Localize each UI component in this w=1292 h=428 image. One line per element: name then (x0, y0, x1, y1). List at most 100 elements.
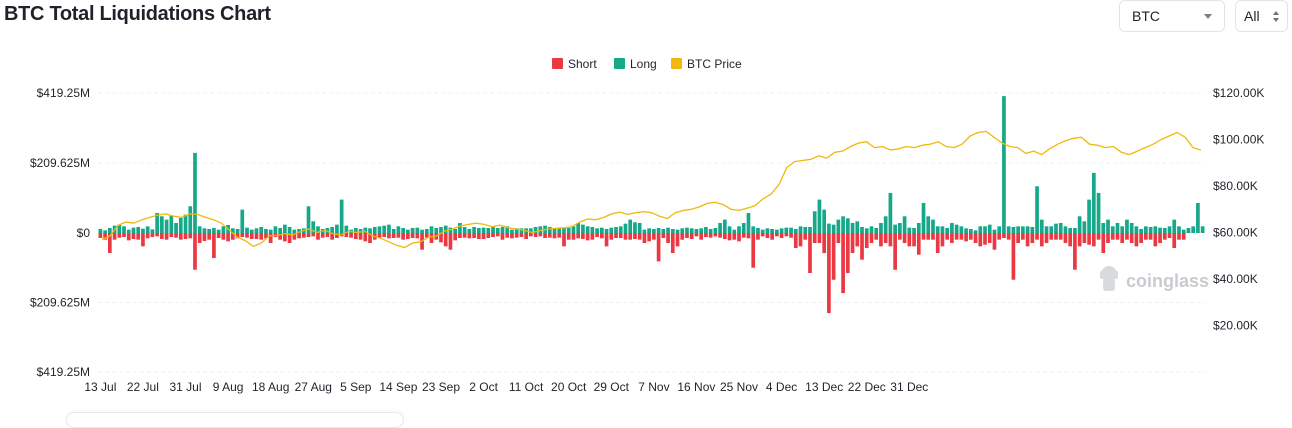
short-bar (968, 233, 973, 240)
short-bar (817, 233, 822, 244)
short-bar (363, 233, 368, 242)
short-bar (741, 233, 746, 238)
long-bar (827, 223, 831, 233)
short-bar (301, 233, 306, 238)
short-bar (391, 233, 396, 239)
long-bar (968, 228, 973, 233)
x-tick-label: 22 Dec (848, 380, 886, 394)
long-bar (808, 226, 812, 233)
long-bar (283, 224, 287, 233)
short-bar (481, 233, 486, 240)
long-bar (850, 222, 855, 233)
long-bar (145, 226, 150, 233)
legend-item-short[interactable]: Short (552, 57, 597, 71)
short-bar (278, 233, 282, 240)
long-bar (737, 226, 741, 233)
long-bar (647, 228, 651, 233)
long-bar (1025, 226, 1030, 233)
x-tick-label: 9 Aug (213, 380, 244, 394)
short-bar (699, 233, 704, 240)
long-bar (292, 229, 297, 233)
x-tick-label: 13 Jul (84, 380, 116, 394)
time-range-select[interactable]: All (1235, 0, 1288, 32)
short-bar (1177, 233, 1181, 240)
short-bar (150, 233, 155, 238)
coin-select-value: BTC (1132, 8, 1160, 24)
short-bar (552, 233, 557, 239)
legend-swatch (552, 58, 563, 69)
long-bar (429, 226, 434, 233)
legend-item-long[interactable]: Long (614, 57, 657, 71)
coin-select[interactable]: BTC (1119, 0, 1225, 32)
long-bar (207, 228, 212, 233)
short-bar (406, 233, 410, 240)
long-bar (898, 222, 902, 233)
long-bar (339, 199, 344, 233)
long-bar (1196, 202, 1200, 233)
long-bar (1035, 186, 1039, 233)
long-bar (855, 221, 860, 233)
long-bar (1181, 229, 1186, 233)
long-bar (992, 229, 997, 233)
short-bar (320, 233, 325, 238)
legend-swatch (671, 58, 682, 69)
short-bar (1120, 233, 1125, 244)
long-bar (325, 227, 330, 233)
long-bar (264, 228, 268, 233)
long-bar (1082, 221, 1087, 233)
long-bar (169, 215, 174, 233)
long-bar (912, 227, 916, 233)
long-bar (869, 226, 874, 233)
long-bar (273, 226, 278, 233)
long-bar (254, 228, 259, 233)
short-bar (983, 233, 987, 245)
long-bar (103, 230, 107, 233)
x-tick-label: 2 Oct (469, 380, 498, 394)
long-bar (789, 227, 793, 233)
short-bar (495, 233, 500, 237)
short-bar (661, 233, 666, 239)
short-bar (467, 233, 472, 239)
long-bar (599, 227, 604, 233)
legend-label: Short (568, 57, 597, 71)
x-tick-label: 13 Dec (805, 380, 843, 394)
long-bar (188, 206, 193, 233)
short-bar (112, 233, 117, 240)
short-bar (760, 233, 765, 237)
long-bar (122, 226, 126, 233)
short-bar (259, 233, 264, 240)
x-tick-label: 25 Nov (720, 380, 758, 394)
short-bar (751, 233, 756, 268)
short-bar (491, 233, 495, 238)
short-bar (212, 233, 216, 259)
short-bar (864, 233, 869, 249)
long-bar (571, 226, 576, 233)
y-right-tick-label: $80.00K (1213, 179, 1258, 193)
short-bar (221, 233, 226, 240)
long-bar (817, 199, 822, 233)
short-bar (349, 233, 353, 238)
chevron-down-icon (1204, 13, 1212, 19)
short-bar (249, 233, 254, 240)
long-bar (1191, 226, 1196, 233)
short-bar (429, 233, 434, 244)
short-bar (566, 233, 571, 240)
x-tick-label: 31 Dec (890, 380, 928, 394)
short-bar (98, 233, 103, 239)
short-bar (950, 233, 954, 244)
long-bar (675, 229, 680, 233)
long-bar (462, 226, 467, 233)
legend-item-btc-price[interactable]: BTC Price (671, 57, 742, 71)
short-bar (770, 233, 774, 240)
short-bar (216, 233, 221, 239)
long-bar (372, 226, 377, 233)
short-bar (188, 233, 193, 239)
long-bar (1077, 216, 1082, 233)
long-bar (1167, 226, 1172, 233)
long-bar (287, 226, 292, 233)
short-bar (1091, 233, 1096, 247)
long-bar (590, 226, 595, 233)
long-bar (495, 227, 500, 233)
short-bar (954, 233, 959, 240)
short-bar (609, 233, 614, 240)
